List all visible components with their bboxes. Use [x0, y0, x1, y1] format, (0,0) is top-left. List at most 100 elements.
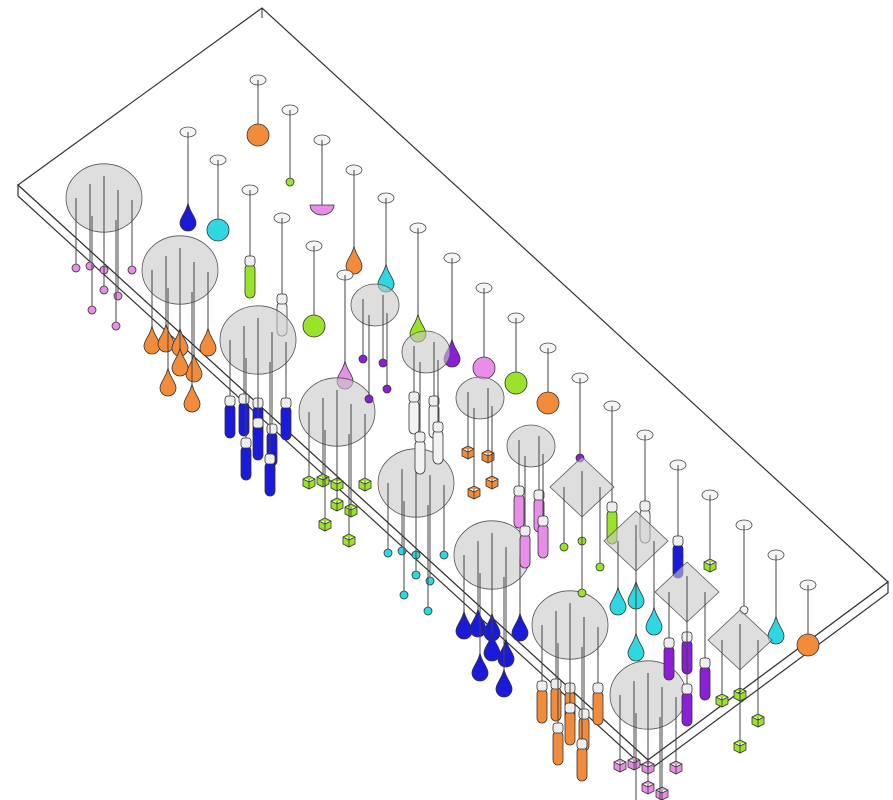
pendant-cap — [639, 500, 651, 512]
pendant-shade — [244, 263, 256, 299]
pendant-shade — [461, 445, 475, 460]
pendant-cap — [699, 657, 711, 669]
pendant-shade — [423, 606, 433, 616]
pendant-cap — [414, 431, 426, 443]
pendant-shade — [715, 693, 729, 708]
pendant-cap — [533, 489, 545, 501]
pendant-shade — [342, 533, 356, 548]
pendant-shade — [511, 612, 529, 642]
pendant-shade — [576, 746, 588, 782]
pendant-shade — [302, 475, 316, 490]
pendant-shade — [330, 497, 344, 512]
pendant-shade — [285, 177, 295, 187]
pendant-cap — [280, 397, 292, 409]
pendant-shade — [751, 713, 765, 728]
pendant-shade — [559, 542, 569, 552]
pendant-shade — [577, 588, 587, 598]
pendant-shade — [87, 305, 97, 315]
pendant-shade — [609, 586, 627, 616]
pendant-shade — [536, 391, 560, 415]
pendant-cap — [266, 423, 278, 435]
pendant-shade — [246, 123, 270, 147]
pendant-shade — [655, 786, 669, 800]
pendant-shade — [471, 652, 489, 682]
pendant-cap — [224, 395, 236, 407]
pendant-shade — [85, 261, 95, 271]
pendant-cap — [576, 738, 588, 750]
pendant-shade — [411, 570, 421, 580]
pendant-shade — [537, 523, 549, 559]
pendant-cap — [408, 391, 420, 403]
pendant-shade — [185, 353, 203, 383]
pendant-shade — [485, 475, 499, 490]
pendant-shade — [397, 546, 407, 556]
pendant-shade — [703, 558, 717, 573]
pendant-shade — [564, 710, 576, 746]
pendant-shade — [504, 371, 528, 395]
pendant-shade — [519, 533, 531, 569]
cluster-canopy — [506, 424, 556, 468]
pendant-shade — [111, 321, 121, 331]
pendant-cap — [238, 393, 250, 405]
pendant-shade — [382, 384, 392, 394]
pendant-shade — [345, 245, 363, 275]
pendant-shade — [171, 347, 189, 377]
pendant-shade — [513, 493, 525, 529]
pendant-shade — [408, 399, 420, 435]
pendant-cap — [663, 637, 675, 649]
pendant-shade — [252, 425, 264, 461]
pendant-shade — [669, 760, 683, 775]
pendant-cap — [537, 515, 549, 527]
pendant-shade — [592, 690, 604, 726]
pendant-shade — [378, 358, 388, 368]
pendant-cap — [681, 683, 693, 695]
pendant-shade — [455, 610, 473, 640]
pendant-shade — [238, 401, 250, 437]
pendant-shade — [71, 263, 81, 273]
pendant-cap — [578, 708, 590, 720]
pendant-shade — [316, 473, 330, 488]
pendant-shade — [414, 439, 426, 475]
pendant-shade — [439, 550, 449, 560]
pendant-cap — [264, 453, 276, 465]
pendant-shade — [157, 323, 175, 353]
pendant-cap — [606, 501, 618, 513]
pendant-shade — [481, 449, 495, 464]
pendant-cap — [428, 395, 440, 407]
cluster-canopy — [350, 283, 400, 327]
pendant-shade — [280, 405, 292, 441]
pendant-cap — [536, 680, 548, 692]
pendant-shade — [432, 429, 444, 465]
pendant-cap — [244, 255, 256, 267]
cluster-canopy — [455, 376, 505, 420]
pendant-shade — [264, 461, 276, 497]
pendant-shade — [767, 615, 785, 645]
pendant-shade — [127, 265, 137, 275]
pendant-shade — [497, 638, 515, 668]
pendant-shade — [206, 218, 230, 242]
pendant-shade — [469, 608, 487, 638]
pendant-shade — [495, 668, 513, 698]
pendant-shade — [318, 517, 332, 532]
pendant-cap — [564, 702, 576, 714]
pendant-shade — [796, 633, 820, 657]
pendant-shade — [663, 645, 675, 681]
pendant-shade — [472, 356, 496, 380]
pendant-cap — [552, 722, 564, 734]
pendant-cap — [519, 525, 531, 537]
pendant-shade — [467, 485, 481, 500]
pendant-shade — [344, 503, 358, 518]
pendant-shade — [627, 632, 645, 662]
pendant-shade — [627, 756, 641, 771]
pendant-shade — [645, 606, 663, 636]
pendant-shade — [143, 325, 161, 355]
pendant-shade — [383, 548, 393, 558]
pendant-cap — [240, 437, 252, 449]
pendant-shade — [224, 403, 236, 439]
pendant-cap — [550, 678, 562, 690]
pendant-cap — [513, 485, 525, 497]
pendant-shade — [113, 291, 123, 301]
pendant-shade — [425, 576, 435, 586]
pendant-cap — [672, 535, 684, 547]
